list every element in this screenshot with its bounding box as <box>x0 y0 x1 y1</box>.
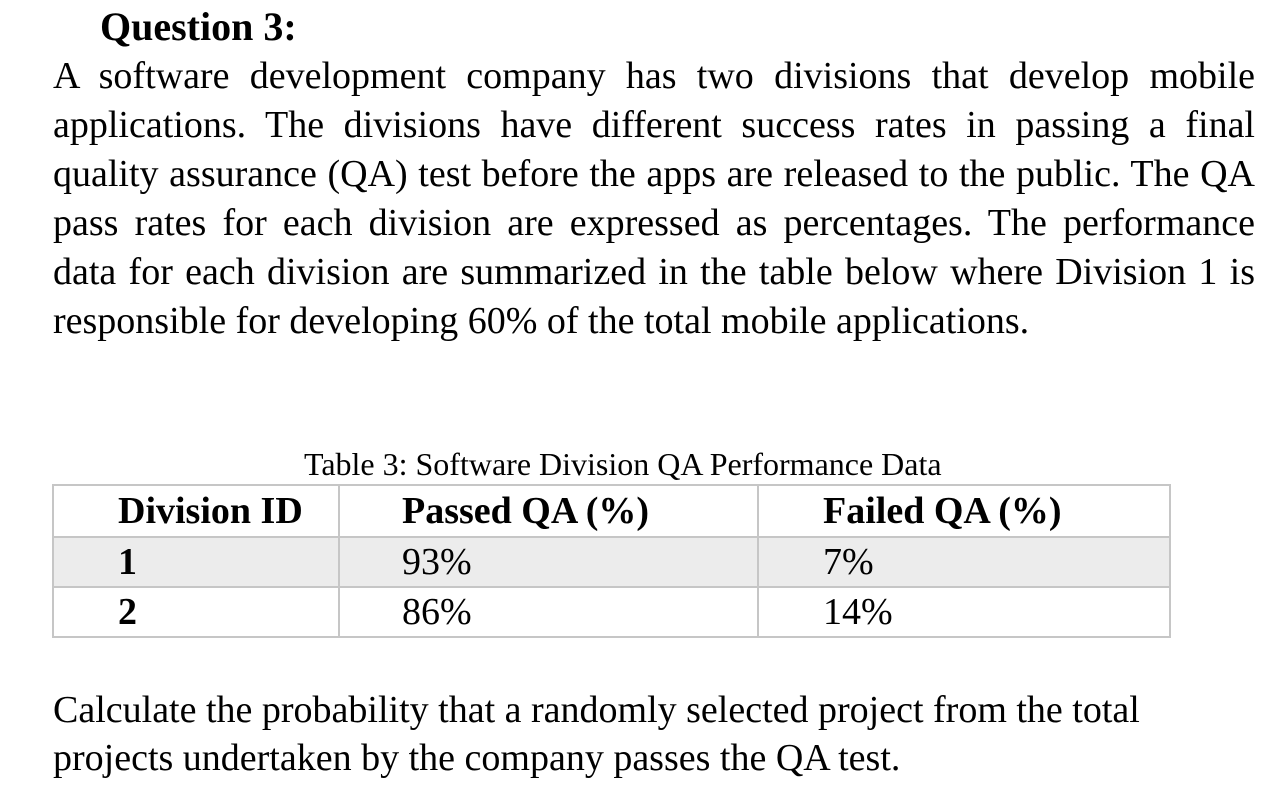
division-id-cell: 1 <box>52 536 340 588</box>
failed-qa-cell: 7% <box>757 536 1171 588</box>
header-passed-qa: Passed QA (%) <box>338 484 759 538</box>
qa-performance-table: Division ID Passed QA (%) Failed QA (%) … <box>52 484 1171 638</box>
table-header-row: Division ID Passed QA (%) Failed QA (%) <box>52 484 1171 538</box>
header-failed-qa: Failed QA (%) <box>757 484 1171 538</box>
passed-qa-cell: 93% <box>338 536 759 588</box>
division-id-cell: 2 <box>52 586 340 638</box>
passed-qa-cell: 86% <box>338 586 759 638</box>
header-division-id: Division ID <box>52 484 340 538</box>
table-row: 2 86% 14% <box>52 586 1171 638</box>
question-prompt-paragraph: Calculate the probability that a randoml… <box>53 689 1140 779</box>
question-intro-paragraph: A software development company has two d… <box>53 55 1255 342</box>
question-heading: Question 3: <box>100 4 297 49</box>
failed-qa-cell: 14% <box>757 586 1171 638</box>
table-caption: Table 3: Software Division QA Performanc… <box>304 446 942 482</box>
table-row: 1 93% 7% <box>52 536 1171 588</box>
